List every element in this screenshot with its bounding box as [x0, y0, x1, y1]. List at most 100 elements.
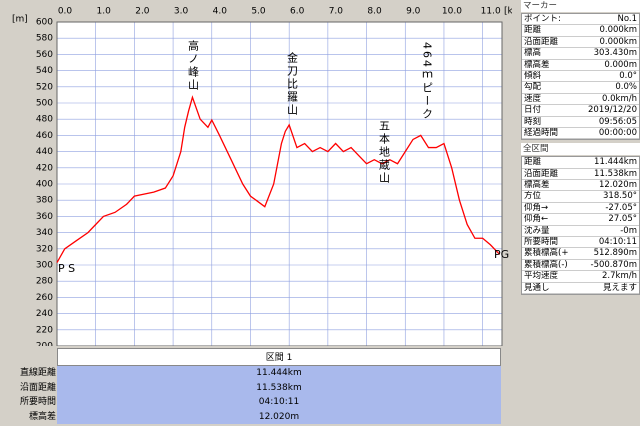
info-row: 速度 0.0km/h	[522, 93, 639, 106]
y-tick-label: 340	[36, 228, 53, 238]
section-label: 沿面距離	[19, 382, 56, 393]
x-tick-label: 6.0	[290, 7, 305, 17]
y-axis-label: [m]	[12, 15, 28, 25]
info-value: No.1	[617, 14, 637, 24]
y-tick-label: 480	[36, 115, 53, 125]
annotation: 金刀比羅山	[286, 51, 299, 117]
x-tick-label: 7.0	[329, 7, 344, 17]
chart: [m] [km] 200 220 240 260 280 300 320 340 360 380 4…	[12, 7, 512, 346]
info-value: 0.0%	[615, 82, 637, 93]
y-tick-label: 380	[36, 196, 53, 206]
y-tick-label: 240	[36, 309, 53, 319]
info-row: 仰角← 27.05°	[522, 214, 639, 226]
info-value: 12.020m	[598, 180, 637, 191]
info-row: 標高差 0.000m	[522, 60, 639, 71]
info-label: 傾斜	[524, 70, 542, 81]
y-tick-label: 300	[36, 261, 53, 271]
annotation: 464ｍピーク	[421, 42, 434, 121]
x-tick-label: 11.0	[481, 7, 501, 17]
info-label: 所要時間	[524, 237, 559, 248]
side-panel: マーカー ポイント: No.1 距離 0.000km 沿面距離 0.000km 標高 303.…	[521, 0, 640, 426]
info-row: 方位 318.50°	[522, 191, 639, 203]
plot-border	[56, 21, 503, 346]
y-tick-label: 440	[36, 147, 53, 157]
x-axis-label: [km]	[504, 7, 512, 17]
y-tick-label: 320	[36, 244, 53, 254]
info-value: 09:56:05	[598, 116, 637, 127]
info-value: 0.000km	[599, 25, 637, 36]
info-value: 0.000km	[599, 36, 637, 47]
total-rows: 距離 11.444km 沿面距離 11.538km 標高差 12.020m 方位 318.50…	[521, 156, 640, 295]
total-title: 全区間	[521, 143, 640, 156]
x-tick-label: 2.0	[135, 7, 150, 17]
y-tick-label: 580	[36, 34, 53, 44]
info-value: 27.05°	[608, 214, 637, 225]
info-value: 303.430m	[593, 48, 637, 59]
marker-rows: ポイント: No.1 距離 0.000km 沿面距離 0.000km 標高 303.430m 標…	[521, 13, 640, 141]
info-row: 見通し 見えます	[522, 283, 639, 294]
info-label: 日付	[524, 105, 542, 116]
section-value: 11.444km	[256, 368, 302, 378]
info-row: 平均速度 2.7km/h	[522, 271, 639, 283]
y-tick-label: 280	[36, 277, 53, 287]
info-label: 見通し	[524, 282, 550, 293]
info-value: 見えます	[602, 282, 637, 293]
info-label: 経過時間	[524, 127, 559, 138]
section-label: 直線距離	[19, 368, 56, 378]
y-tick-label: 540	[36, 66, 53, 76]
info-label: 距離	[524, 157, 542, 168]
info-row: 距離 0.000km	[522, 25, 639, 37]
y-tick-label: 460	[36, 131, 53, 141]
y-tick-label: 600	[36, 18, 53, 28]
y-tick-label: 420	[36, 163, 53, 173]
info-label: 標高差	[524, 180, 550, 191]
info-row: 傾斜 0.0°	[522, 70, 639, 83]
info-value: -0m	[620, 225, 637, 236]
elevation-line	[56, 95, 501, 263]
section-label: 所要時間	[19, 397, 56, 407]
x-tick-label: 3.0	[174, 7, 189, 17]
x-tick-label: 4.0	[213, 7, 228, 17]
info-label: 時刻	[524, 116, 542, 127]
info-label: 沿面距離	[524, 168, 559, 179]
info-value: 512.890m	[593, 248, 637, 259]
annotation: 高ノ峰山	[187, 39, 200, 92]
section-panel: 区間 1 11.444km 11.538km 04:10:11 12.020m	[57, 348, 501, 426]
x-tick-label: 10.0	[442, 7, 462, 17]
info-label: 仰角←	[524, 214, 549, 225]
info-value: -27.05°	[605, 202, 637, 213]
info-label: 累積標高(-)	[524, 259, 568, 270]
info-row: 標高 303.430m	[522, 48, 639, 60]
annotation: P S	[58, 262, 75, 275]
info-row: 沿面距離 0.000km	[522, 36, 639, 49]
info-value: 0.000m	[604, 59, 637, 70]
x-tick-label: 1.0	[97, 7, 112, 17]
x-tick-label: 5.0	[251, 7, 266, 17]
section-value: 12.020m	[258, 411, 300, 422]
info-label: 方位	[524, 191, 542, 202]
section-value: 11.538km	[256, 382, 302, 393]
info-row: 時刻 09:56:05	[522, 117, 639, 128]
info-value: 2.7km/h	[602, 271, 637, 282]
info-row: ポイント: No.1	[522, 14, 639, 26]
marker-title: マーカー	[521, 0, 640, 12]
info-label: 速度	[524, 93, 542, 104]
info-value: 04:10:11	[598, 237, 637, 248]
info-row: 経過時間 00:00:00	[522, 127, 639, 140]
info-row: 勾配 0.0%	[522, 82, 639, 94]
info-label: 距離	[524, 25, 542, 36]
info-label: 標高	[524, 48, 542, 59]
info-value: 0.0km/h	[602, 93, 637, 104]
annotation: PG	[494, 248, 509, 261]
section-label: 標高差	[28, 411, 56, 422]
info-label: 累積標高(+)	[524, 248, 568, 259]
info-label: 標高差	[524, 59, 550, 70]
info-row: 累積標高(-) -500.870m	[522, 259, 639, 272]
bottom-labels: 直線距離沿面距離所要時間標高差	[0, 366, 56, 424]
annotation: 五本地蔵山	[378, 120, 391, 185]
info-value: 00:00:00	[598, 127, 637, 138]
info-value: 0.0°	[619, 70, 637, 81]
x-tick-label: 8.0	[367, 7, 382, 17]
x-tick-label: 0.0	[58, 7, 73, 17]
